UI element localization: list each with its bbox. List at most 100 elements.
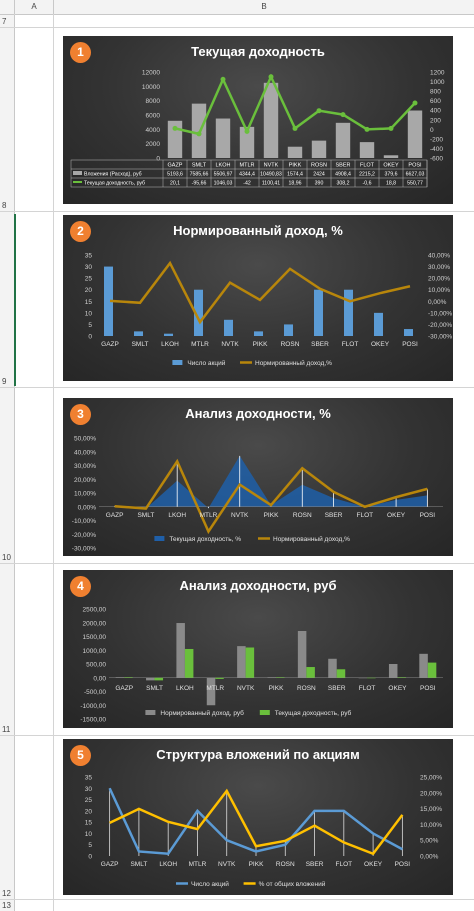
chart-title: Нормированный доход, % [173, 223, 343, 238]
bar [239, 126, 255, 158]
x-axis-category-label: FLOT [357, 512, 374, 519]
data-table-value: -95,66 [192, 181, 207, 187]
y2-axis-tick-label: 10,00% [428, 287, 450, 294]
data-point [292, 125, 298, 131]
data-table-header: OKEY [383, 163, 399, 169]
legend-swatch [172, 360, 183, 365]
data-table-series-name: Текущая доходность, руб [84, 181, 145, 187]
select-all-corner[interactable] [0, 0, 15, 14]
chart-yield-analysis-pct-plot: 50,00% 40,00% 30,00% 20,00% 10,00% 0,00% -10,0… [72, 436, 443, 553]
data-table-header: SBER [336, 163, 351, 169]
x-axis-category-label: OKEY [371, 341, 390, 348]
data-table-value: 4344,4 [239, 172, 255, 178]
data-table-value: 7585,66 [190, 172, 209, 178]
data-table-value: 1574,4 [287, 172, 303, 178]
y2-axis-tick-label: 0 [430, 127, 434, 134]
bar [335, 122, 351, 158]
y-axis-tick-label: -1500,00 [80, 717, 106, 724]
bar [388, 664, 398, 678]
x-axis-category-label: MTLR [200, 512, 218, 519]
bar [154, 677, 164, 681]
y-axis-tick-label: 35 [85, 253, 93, 260]
y-axis-tick-label: 1500,00 [83, 634, 107, 641]
row-selection-marker [14, 214, 16, 386]
x-axis-category-label: FLOT [336, 861, 353, 868]
y-axis-tick-label: 0,00% [78, 504, 97, 511]
x-axis-category-label: POSI [402, 341, 418, 348]
series-line [109, 260, 411, 325]
y2-axis-tick-label: 15,00% [420, 806, 442, 813]
legend-swatch [145, 710, 156, 715]
x-axis-category-label: ROSN [293, 512, 312, 519]
bar [374, 312, 383, 336]
row-header-11[interactable]: 11 [0, 564, 15, 735]
x-axis-category-label: LKOH [168, 512, 186, 519]
x-axis-category-label: ROSN [276, 861, 295, 868]
bar [124, 677, 133, 678]
y-axis-tick-label: 10 [85, 310, 93, 317]
column-header-a[interactable]: A [15, 0, 54, 14]
y-axis-tick-label: -10,00% [72, 518, 96, 525]
y2-axis-tick-label: -30,00% [428, 334, 452, 341]
data-table-value: 1046,03 [214, 181, 233, 187]
y2-axis-tick-label: 0,00% [420, 854, 439, 861]
y-axis-tick-label: 25 [85, 276, 93, 283]
row-header-10[interactable]: 10 [0, 388, 15, 563]
y-axis-tick-label: 20 [85, 287, 93, 294]
data-table-header: ROSN [311, 163, 327, 169]
data-table-value: 20,1 [170, 181, 180, 187]
y2-axis-tick-label: -10,00% [428, 310, 452, 317]
data-table-value: 10490,83 [260, 172, 282, 178]
data-table-value: 379,6 [385, 172, 398, 178]
bar [397, 677, 406, 678]
bar [245, 647, 255, 678]
x-axis-category-label: POSI [420, 512, 436, 519]
bar [367, 677, 376, 679]
data-table-value: 308,2 [337, 181, 350, 187]
x-axis-category-label: GAZP [106, 512, 124, 519]
row-divider [0, 27, 474, 28]
chart-yield-analysis-pct[interactable]: 50,00% 40,00% 30,00% 20,00% 10,00% 0,00% -10,0… [63, 398, 453, 556]
chart-current-yield[interactable]: 12000 10000 8000 6000 4000 2000 0 1200 1000 800 60… [63, 36, 453, 204]
x-axis-category-label: SMLT [146, 685, 163, 692]
x-axis-category-label: PIKK [264, 512, 279, 519]
legend-label: Нормированный доход,% [255, 359, 332, 367]
chart-normalized-income-plot: 35 30 25 20 15 10 5 0 40,00% 30,00% 20,00% 10,00% 0,… [85, 253, 453, 368]
row-header-13[interactable]: 13 [0, 900, 15, 911]
row-header-12[interactable]: 12 [0, 736, 15, 899]
row-divider [0, 735, 474, 736]
bar [306, 667, 315, 678]
x-axis-category-label: GAZP [101, 861, 119, 868]
y-axis-tick-label: 5 [88, 842, 92, 849]
y-axis-tick-label: 35 [85, 775, 93, 782]
y2-axis-tick-label: 400 [430, 108, 441, 115]
bar [284, 324, 293, 336]
series-line [114, 458, 428, 535]
x-axis-category-label: PIKK [269, 685, 284, 692]
chart-number-badge: 4 [70, 576, 91, 597]
data-table-value: 5193,6 [167, 172, 183, 178]
chart-yield-analysis-rub[interactable]: 2500,00 2000,00 1500,00 1000,00 500,00 0,00 -5… [63, 570, 453, 728]
x-axis-category-label: OKEY [364, 861, 383, 868]
row-header-8[interactable]: 8 [0, 28, 15, 211]
column-header-b[interactable]: B [261, 2, 267, 11]
bar [328, 658, 337, 678]
bar [206, 677, 216, 706]
chart-title: Анализ доходности, руб [179, 578, 337, 593]
y-axis-tick-label: 0 [156, 156, 160, 163]
bar [104, 266, 113, 336]
chart-current-yield-plot: 1200010000800060004000200001200100080060… [70, 70, 445, 188]
data-point [412, 100, 418, 106]
data-table-header: PIKK [289, 163, 302, 169]
chart-investment-structure[interactable]: 35 30 25 20 15 10 5 0 25,00% 20,00% 15,00% 10,00% 5,… [63, 739, 453, 895]
y-axis-tick-label: 10000 [142, 84, 160, 91]
y2-axis-tick-label: -600 [430, 156, 443, 163]
chart-number-badge: 5 [70, 745, 91, 766]
bar [404, 329, 413, 336]
chart-yield-analysis-rub-plot: 2500,00 2000,00 1500,00 1000,00 500,00 0,00 -5… [80, 607, 443, 724]
row-header-9[interactable]: 9 [0, 212, 15, 387]
row-header-7[interactable]: 7 [0, 15, 15, 27]
chart-normalized-income[interactable]: 35 30 25 20 15 10 5 0 40,00% 30,00% 20,00% 10,00% 0,… [63, 215, 453, 381]
bar [146, 677, 155, 681]
bar [359, 142, 375, 158]
